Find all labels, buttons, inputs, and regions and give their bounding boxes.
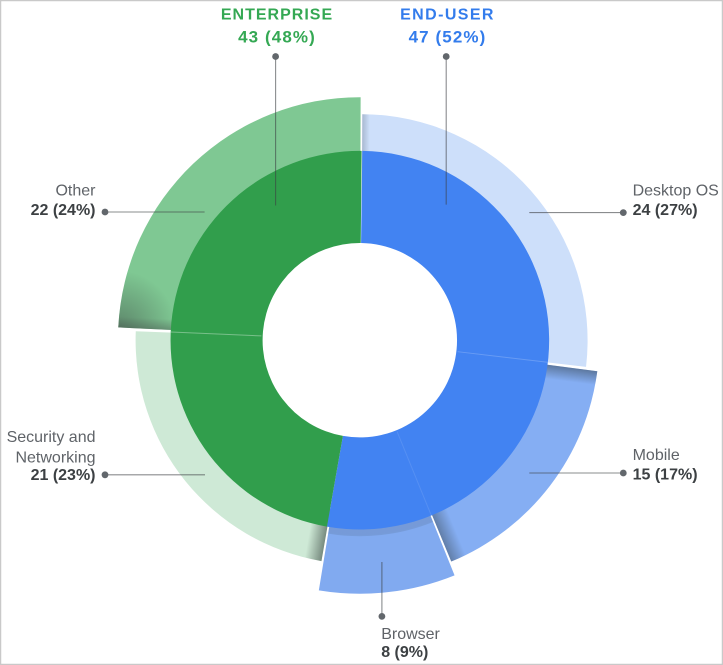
svg-text:Networking: Networking: [15, 450, 95, 467]
svg-text:22 (24%): 22 (24%): [31, 202, 96, 219]
svg-text:15 (17%): 15 (17%): [633, 466, 698, 483]
svg-text:Mobile: Mobile: [633, 447, 680, 464]
svg-text:24 (27%): 24 (27%): [633, 202, 698, 219]
svg-text:Other: Other: [55, 183, 96, 200]
svg-text:43 (48%): 43 (48%): [238, 27, 316, 46]
svg-text:Browser: Browser: [381, 626, 440, 643]
svg-text:Security and: Security and: [7, 429, 96, 446]
svg-text:21 (23%): 21 (23%): [31, 467, 96, 484]
svg-text:END-USER: END-USER: [400, 7, 495, 24]
svg-text:Desktop OS: Desktop OS: [633, 182, 719, 199]
svg-text:47 (52%): 47 (52%): [409, 27, 487, 46]
svg-text:8 (9%): 8 (9%): [381, 644, 428, 661]
svg-text:ENTERPRISE: ENTERPRISE: [221, 7, 333, 24]
